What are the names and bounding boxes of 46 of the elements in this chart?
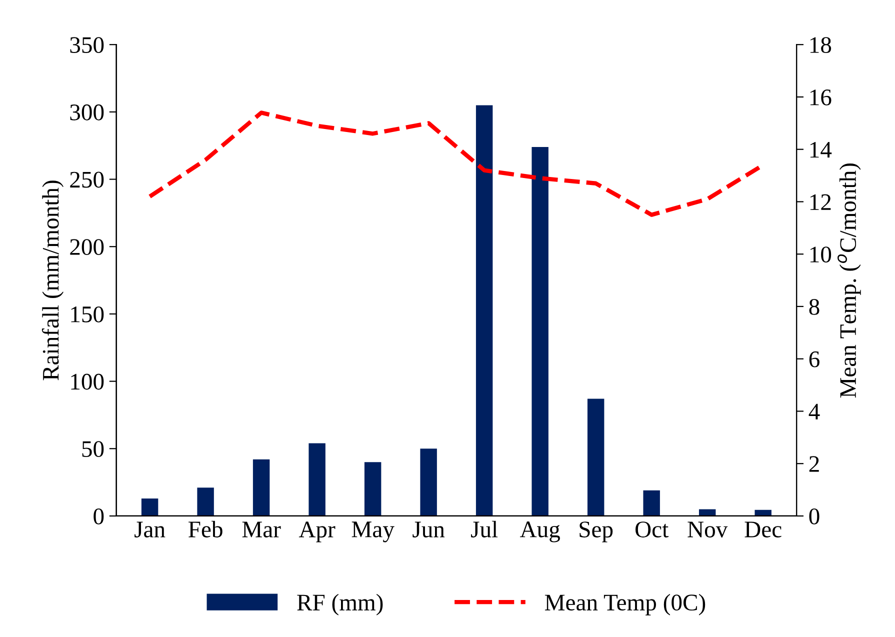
y2-tick-label: 4 — [808, 404, 820, 420]
bar — [420, 448, 437, 516]
bar — [643, 490, 660, 516]
y2-tick-label: 0 — [809, 508, 820, 524]
bar — [252, 459, 270, 516]
y-axis-title: Rainfall (mm/month) — [42, 180, 64, 380]
x-tick-label: Jan — [134, 522, 166, 538]
legend-label: RF (mm) — [297, 594, 383, 616]
y-tick-label: 100 — [71, 374, 104, 390]
bar — [476, 105, 493, 516]
y2-tick-label: 18 — [810, 37, 832, 54]
y2-tick-label: 14 — [810, 142, 832, 158]
y-tick-label: 0 — [94, 508, 104, 524]
x-tick-label: Mar — [242, 522, 281, 538]
x-tick-label: Aug — [520, 522, 560, 542]
x-tick-label: Jun — [412, 522, 445, 538]
x-tick-label: Feb — [188, 520, 222, 538]
x-tick-label: Nov — [688, 522, 728, 538]
x-tick-label: Jul — [471, 520, 498, 538]
y2-tick-label: 10 — [810, 246, 832, 263]
x-tick-label: Oct — [636, 522, 668, 538]
bar — [532, 146, 548, 516]
y2-axis-title: Mean Temp. ($^{o}$C/month) — [838, 163, 861, 398]
y2-tick-label: 2 — [809, 456, 819, 472]
y-tick-label: 50 — [82, 441, 104, 458]
y-tick-label: 350 — [70, 37, 104, 54]
y-tick-label: 200 — [70, 239, 104, 256]
bar — [754, 510, 772, 516]
bar — [364, 462, 382, 516]
bar — [141, 498, 158, 516]
x-tick-label: May — [352, 522, 394, 542]
x-tick-label: Apr — [298, 522, 336, 542]
bar — [308, 443, 326, 516]
y2-tick-label: 16 — [810, 90, 832, 106]
bar — [197, 488, 214, 516]
bar — [587, 398, 604, 516]
x-tick-label: Dec — [744, 522, 782, 538]
y-tick-label: 300 — [70, 104, 104, 120]
y2-tick-label: 12 — [810, 194, 831, 210]
bar — [698, 509, 716, 516]
y-tick-label: 250 — [70, 172, 104, 188]
y-tick-label: 150 — [71, 306, 104, 322]
legend-label: Mean Temp (0C) — [544, 594, 706, 616]
y2-tick-label: 6 — [809, 351, 820, 368]
x-tick-label: Sep — [580, 522, 613, 542]
y2-tick-label: 8 — [809, 298, 820, 315]
